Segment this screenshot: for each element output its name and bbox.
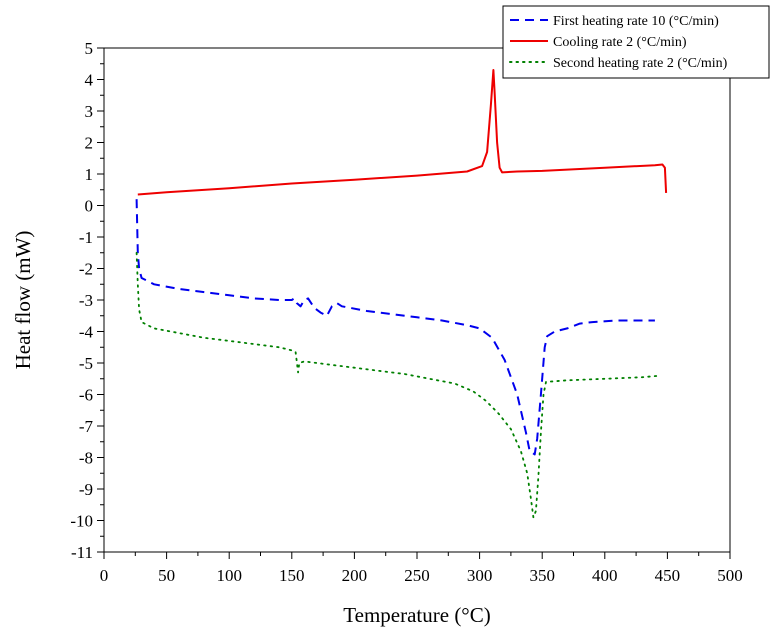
- axes: 0 50 100 150 200 250 300 350 400 450 500 5 4 3 2 1 0 -1 -2…: [70, 39, 742, 585]
- x-axis-title: Temperature (°C): [343, 603, 490, 627]
- x-tick-label: 500: [717, 566, 743, 585]
- x-tick-label: 200: [342, 566, 368, 585]
- y-tick-label: -5: [79, 354, 93, 373]
- series-line-1: [135, 199, 655, 456]
- x-tick-label: 350: [529, 566, 555, 585]
- x-tick-label: 150: [279, 566, 305, 585]
- y-tick-label: -1: [79, 228, 93, 247]
- plot-lines: [135, 69, 668, 519]
- series-line-2: [137, 69, 668, 196]
- y-tick-label: -3: [79, 291, 93, 310]
- y-tick-label: -9: [79, 480, 93, 499]
- y-tick-label: -8: [79, 449, 93, 468]
- y-tick-label: 1: [85, 165, 94, 184]
- x-tick-label: 250: [404, 566, 430, 585]
- x-tick-label: 50: [158, 566, 175, 585]
- legend-label-3: Second heating rate 2 (°C/min): [553, 56, 728, 71]
- y-tick-label: -6: [79, 386, 93, 405]
- y-tick-label: 5: [85, 39, 94, 58]
- x-tick-label: 300: [467, 566, 493, 585]
- y-tick-label: 3: [85, 102, 94, 121]
- x-tick-label: 400: [592, 566, 618, 585]
- legend-label-1: First heating rate 10 (°C/min): [553, 14, 719, 29]
- y-tick-label: 4: [85, 71, 94, 90]
- y-tick-label: 2: [85, 134, 94, 153]
- legend: First heating rate 10 (°C/min) Cooling ra…: [502, 5, 770, 79]
- legend-label-2: Cooling rate 2 (°C/min): [553, 35, 687, 50]
- x-tick-label: 100: [216, 566, 242, 585]
- x-tick-label: 0: [100, 566, 109, 585]
- plot-frame: [103, 47, 731, 553]
- y-tick-label: -11: [71, 543, 93, 562]
- y-tick-label: -7: [79, 417, 94, 436]
- x-tick-label: 450: [655, 566, 681, 585]
- series-line-3: [135, 251, 662, 519]
- y-tick-label: 0: [85, 197, 94, 216]
- y-tick-label: -4: [79, 323, 94, 342]
- y-tick-label: -2: [79, 260, 93, 279]
- y-axis-title: Heat flow (mW): [11, 231, 35, 370]
- y-tick-label: -10: [70, 512, 93, 531]
